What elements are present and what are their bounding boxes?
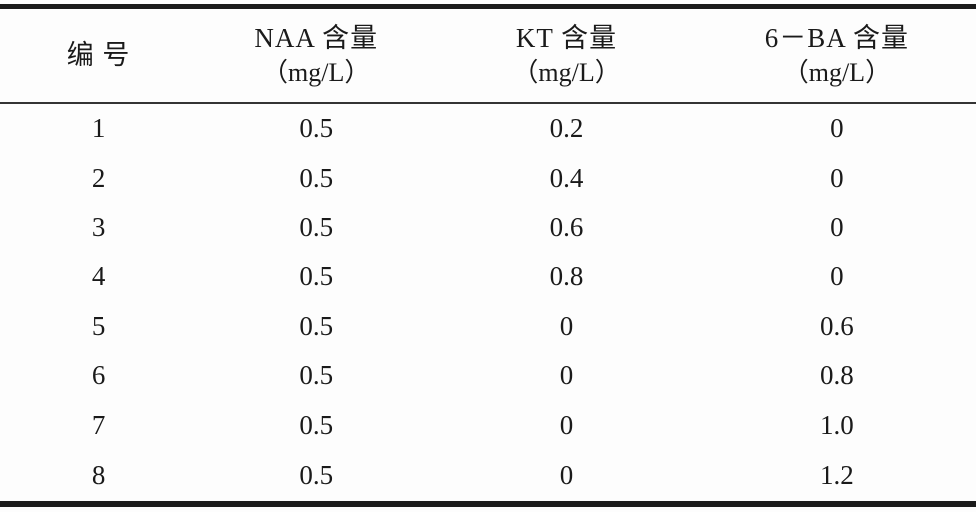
cell-naa: 0.5 (299, 112, 334, 143)
cell-naa: 0.5 (299, 459, 334, 490)
header-cell-kt: KT 含量 （mg/L） (435, 6, 698, 104)
cell-number: 3 (91, 212, 106, 243)
cell-number: 5 (91, 310, 106, 341)
cell-naa: 0.5 (299, 310, 334, 341)
cell-kt: 0 (559, 310, 574, 341)
cell-6ba: 0.6 (820, 310, 854, 341)
table-row: 4 0.5 0.8 0 (0, 252, 976, 301)
table-row: 8 0.5 0 1.2 (0, 450, 976, 504)
cell-6ba: 0 (830, 261, 844, 292)
cell-number: 6 (91, 360, 106, 391)
column-title: KT 含量 (515, 23, 618, 54)
cell-6ba: 0 (830, 162, 844, 193)
column-unit: （mg/L） (262, 58, 371, 88)
cell-6ba: 0 (830, 112, 844, 143)
cell-6ba: 1.2 (820, 459, 854, 490)
column-title: 6－BA 含量 (764, 23, 910, 54)
cell-number: 2 (91, 162, 106, 193)
column-title: NAA 含量 (254, 23, 379, 54)
cell-kt: 0 (559, 409, 574, 440)
hormone-concentration-table: 编 号 NAA 含量 （mg/L） KT 含量 （mg/L） 6－BA 含量 （… (0, 4, 976, 507)
table-row: 7 0.5 0 1.0 (0, 400, 976, 449)
cell-number: 1 (91, 112, 106, 143)
table-header: 编 号 NAA 含量 （mg/L） KT 含量 （mg/L） 6－BA 含量 （… (0, 6, 976, 104)
cell-number: 7 (91, 409, 106, 440)
header-cell-6ba: 6－BA 含量 （mg/L） (697, 6, 976, 104)
cell-number: 8 (91, 459, 106, 490)
cell-6ba: 0 (830, 212, 844, 243)
cell-naa: 0.5 (299, 261, 334, 292)
cell-number: 4 (91, 261, 106, 292)
cell-kt: 0.2 (549, 112, 584, 143)
cell-6ba: 1.0 (820, 409, 854, 440)
cell-kt: 0.6 (549, 212, 584, 243)
table-row: 5 0.5 0 0.6 (0, 302, 976, 351)
column-title: 编 号 (66, 40, 131, 71)
table-body: 1 0.5 0.2 0 2 0.5 0.4 0 3 0.5 0.6 0 4 0.… (0, 103, 976, 505)
cell-naa: 0.5 (299, 212, 334, 243)
table-row: 2 0.5 0.4 0 (0, 153, 976, 202)
table-row: 1 0.5 0.2 0 (0, 103, 976, 154)
table-row: 3 0.5 0.6 0 (0, 203, 976, 252)
cell-naa: 0.5 (299, 162, 334, 193)
header-cell-naa: NAA 含量 （mg/L） (197, 6, 436, 104)
header-row: 编 号 NAA 含量 （mg/L） KT 含量 （mg/L） 6－BA 含量 （… (0, 6, 976, 104)
cell-kt: 0.4 (549, 162, 584, 193)
table-row: 6 0.5 0 0.8 (0, 351, 976, 400)
cell-kt: 0 (559, 360, 574, 391)
cell-naa: 0.5 (299, 409, 334, 440)
cell-6ba: 0.8 (820, 360, 854, 391)
cell-naa: 0.5 (299, 360, 334, 391)
cell-kt: 0 (559, 459, 574, 490)
header-cell-number: 编 号 (0, 6, 198, 104)
cell-kt: 0.8 (549, 261, 584, 292)
column-unit: （mg/L） (782, 58, 892, 88)
column-unit: （mg/L） (512, 58, 621, 88)
